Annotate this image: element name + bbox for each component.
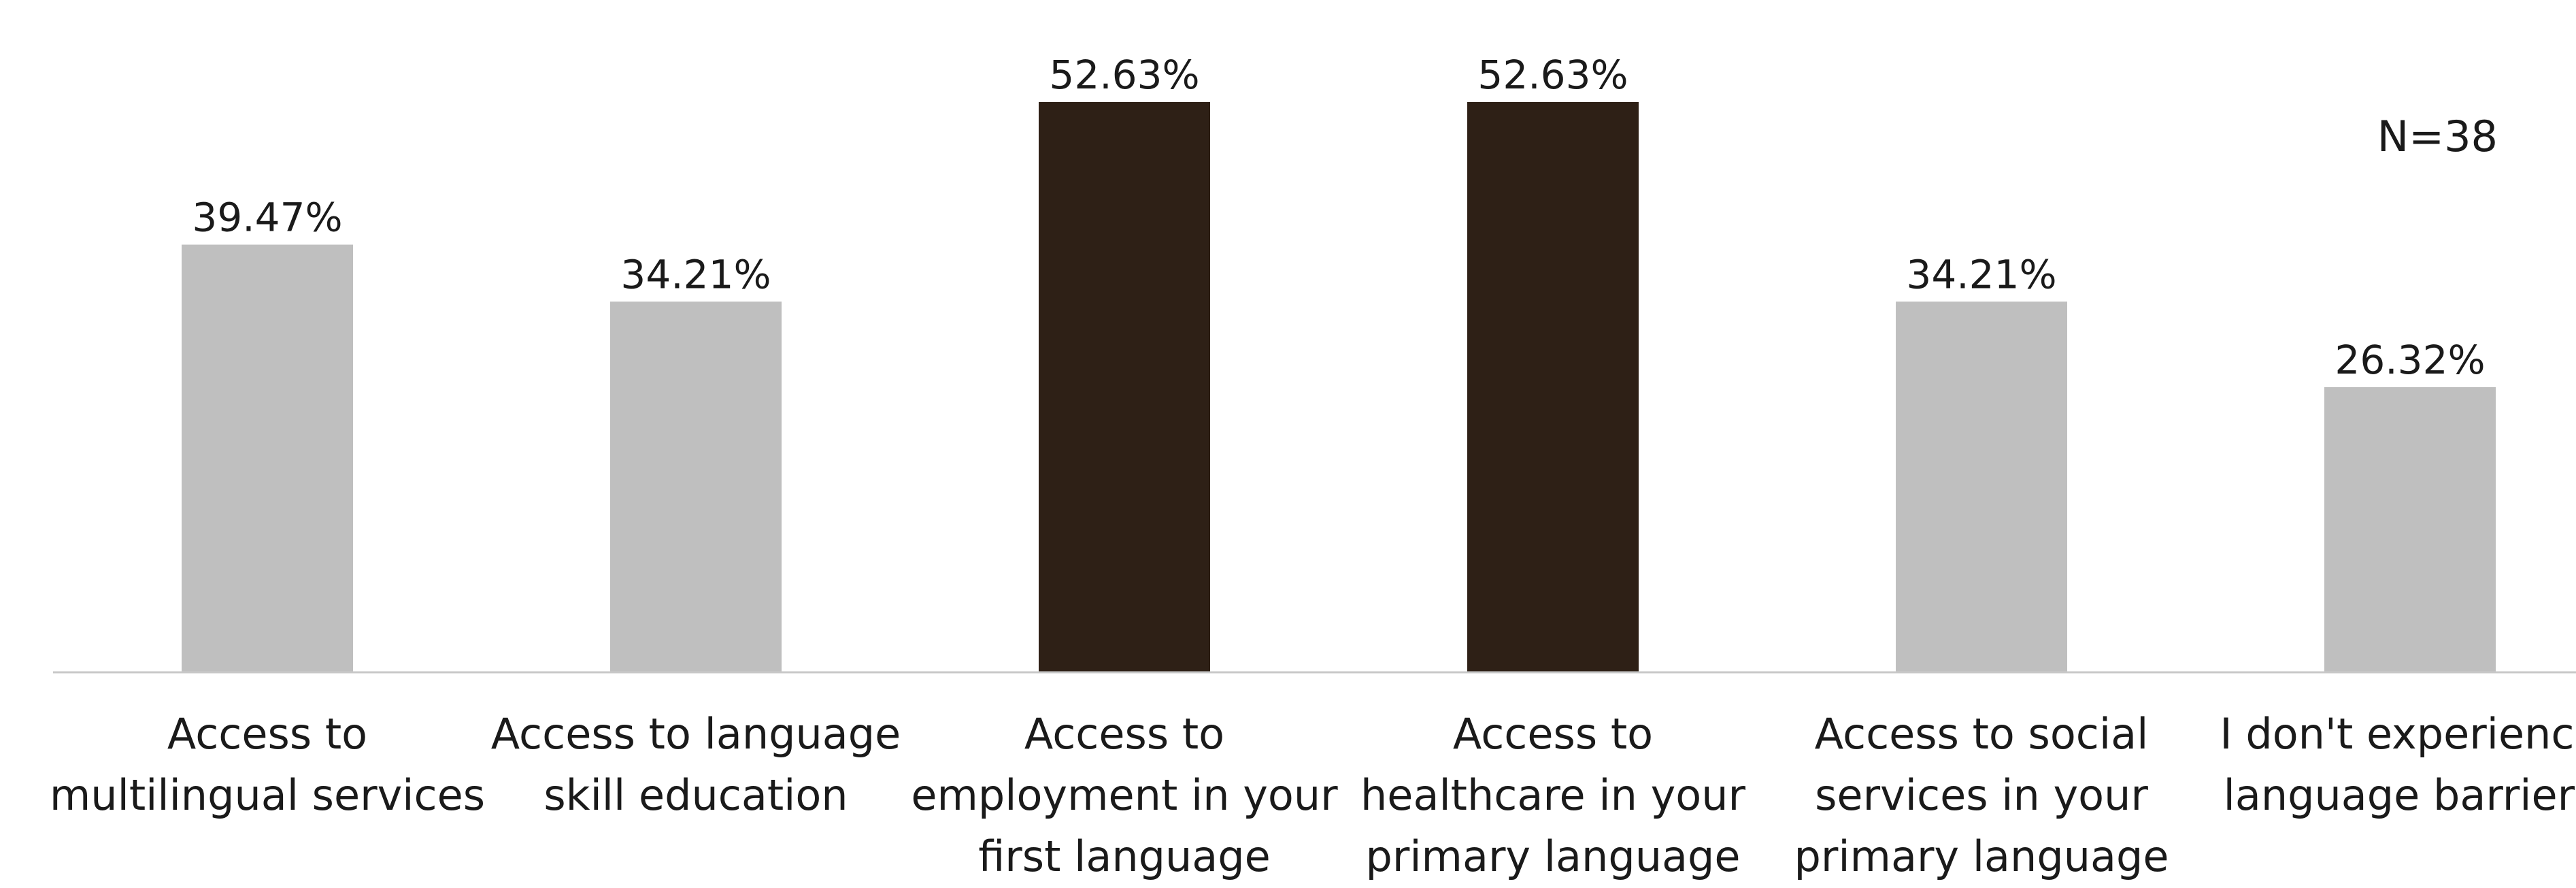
value-labels-group: 39.47% 34.21% 52.63% 52.63% 34.21% 26.32% — [192, 52, 2485, 383]
value-label-4: 52.63% — [1477, 52, 1628, 98]
value-label-6: 26.32% — [2335, 337, 2485, 383]
value-label-1: 39.47% — [192, 195, 342, 241]
bar-1 — [182, 244, 353, 672]
value-label-5: 34.21% — [1906, 251, 2056, 297]
bar-2 — [610, 301, 782, 672]
value-label-2: 34.21% — [620, 251, 771, 297]
bar-6 — [2324, 387, 2496, 672]
sample-size-note: N=38 — [2377, 112, 2498, 161]
bars-group — [182, 102, 2496, 672]
category-label-3: Access to employment in your first languag… — [911, 709, 1338, 881]
category-label-2: Access to language skill education — [491, 709, 901, 820]
category-label-4: Access to healthcare in your primary langu… — [1360, 709, 1745, 881]
category-label-5: Access to social services in your primary … — [1794, 709, 2169, 881]
bar-3 — [1039, 102, 1210, 672]
category-label-6: I don't experience language barriers — [2220, 709, 2576, 820]
bar-5 — [1896, 301, 2067, 672]
category-label-1: Access to multilingual services — [50, 709, 485, 820]
value-label-3: 52.63% — [1049, 52, 1199, 98]
bar-4 — [1467, 102, 1639, 672]
